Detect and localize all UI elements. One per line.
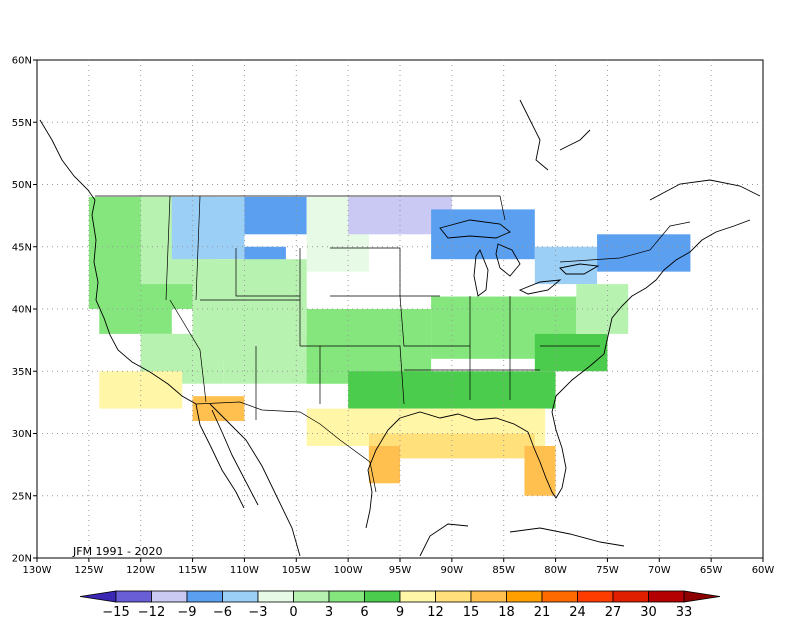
colorbar-segment	[435, 590, 472, 603]
colorbar-segment	[364, 590, 401, 603]
colorbar-segment	[399, 590, 436, 603]
colorbar-label: 21	[534, 605, 551, 618]
political-borders	[95, 195, 691, 493]
lon-tick-label: 125W	[74, 565, 103, 576]
lon-tick-label: 75W	[596, 565, 619, 576]
data-cell	[368, 445, 400, 484]
colorbar-segment	[648, 590, 685, 603]
coastlines	[39, 99, 761, 557]
colorbar-label: 0	[289, 605, 297, 618]
colorbar-label: −15	[102, 605, 129, 618]
lon-tick-label: 60W	[752, 565, 775, 576]
colorbar-label: 24	[569, 605, 586, 618]
lon-tick-label: 100W	[334, 565, 363, 576]
data-cell	[534, 246, 598, 285]
colorbar-label: 18	[498, 605, 515, 618]
colorbar-segment	[612, 590, 649, 603]
colorbar-label: 15	[463, 605, 480, 618]
colorbar-segment	[222, 590, 259, 603]
data-cell	[534, 333, 608, 372]
colorbar-label: 27	[605, 605, 622, 618]
colorbar: −15 −12 −9 −6 −3 0 3 6 9 12 15 18 21 24 27 30 33	[79, 590, 721, 618]
lon-tick-label: 110W	[230, 565, 259, 576]
lon-tick-label: 130W	[23, 565, 52, 576]
data-cell	[597, 234, 691, 272]
data-cell	[171, 196, 245, 260]
colorbar-segment	[577, 590, 614, 603]
colorbar-segment	[115, 590, 152, 603]
colorbar-segment	[506, 590, 543, 603]
lat-tick-label: 55N	[12, 118, 32, 129]
lon-tick-label: 105W	[282, 565, 311, 576]
lon-tick-label: 95W	[389, 565, 412, 576]
colorbar-segment	[257, 590, 294, 603]
colorbar-label: −6	[213, 605, 232, 618]
data-cell	[348, 371, 556, 409]
colorbar-label: 33	[676, 605, 693, 618]
period-label: JFM 1991 - 2020	[72, 545, 163, 558]
graticule	[37, 60, 763, 558]
colorbar-label: −3	[248, 605, 267, 618]
data-cell	[493, 408, 535, 434]
colorbar-label: 9	[396, 605, 404, 618]
lat-tick-label: 30N	[12, 429, 32, 440]
lon-tick-label: 85W	[492, 565, 515, 576]
colorbar-segment	[293, 590, 330, 603]
colorbar-label: −12	[138, 605, 165, 618]
data-cell	[192, 396, 245, 422]
colorbar-label: 6	[360, 605, 368, 618]
lat-tick-label: 45N	[12, 242, 32, 253]
colorbar-label: 30	[640, 605, 657, 618]
colorbar-under-arrow	[79, 590, 117, 603]
lat-tick-label: 60N	[12, 56, 32, 67]
colorbar-segment	[186, 590, 223, 603]
colorbar-over-arrow	[683, 590, 721, 603]
lon-tick-label: 80W	[544, 565, 567, 576]
data-cell	[244, 196, 307, 235]
latitude-axis: 20N 25N 30N 35N 40N 45N 50N 55N 60N	[12, 56, 37, 565]
lat-tick-label: 50N	[12, 180, 32, 191]
data-cell	[524, 445, 556, 496]
lat-tick-label: 35N	[12, 367, 32, 378]
lat-tick-label: 40N	[12, 305, 32, 316]
lat-tick-label: 25N	[12, 491, 32, 502]
lat-tick-label: 20N	[12, 554, 32, 565]
data-cell	[99, 309, 172, 334]
colorbar-label: 12	[427, 605, 444, 618]
colorbar-segment	[541, 590, 578, 603]
lon-tick-label: 115W	[178, 565, 207, 576]
data-cell	[99, 371, 183, 409]
lon-tick-label: 90W	[441, 565, 464, 576]
colorbar-segment	[470, 590, 507, 603]
longitude-axis: 130W 125W 120W 115W 110W 105W 100W 95W 90W 85W 80W…	[23, 558, 775, 576]
colorbar-segment	[151, 590, 188, 603]
lon-tick-label: 65W	[700, 565, 723, 576]
lon-tick-label: 70W	[648, 565, 671, 576]
data-cell	[431, 209, 535, 260]
colorbar-label: −9	[177, 605, 196, 618]
lon-tick-label: 120W	[126, 565, 155, 576]
colorbar-label: 3	[325, 605, 333, 618]
colorbar-segment	[328, 590, 365, 603]
